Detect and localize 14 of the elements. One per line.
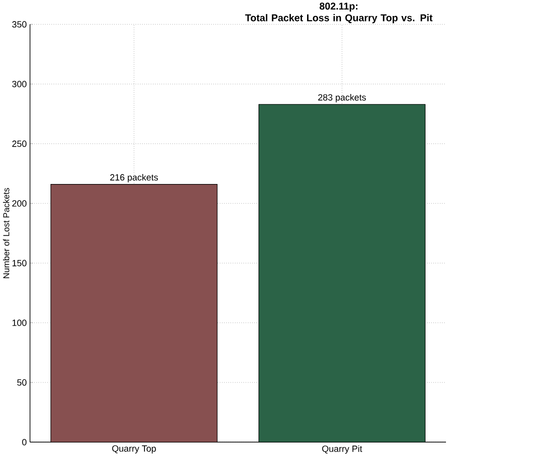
y-tick-label: 150 <box>12 260 26 267</box>
y-tick-label: 300 <box>12 81 26 88</box>
y-tick-label: 200 <box>12 200 26 207</box>
data-label: 216 packets <box>110 174 158 183</box>
y-tick-label: 250 <box>12 140 26 148</box>
chart-title: 802.11p: Total Packet Loss in Quarry Top vs. Pit <box>245 2 433 24</box>
y-axis-title: Number of Lost Packets <box>2 188 10 278</box>
y-tick-label: 350 <box>12 21 26 28</box>
x-tick-label: Quarry Pit <box>322 446 362 454</box>
data-label: 283 packets <box>318 94 366 103</box>
y-tick-label: 100 <box>12 320 26 326</box>
y-tick-label: 50 <box>17 380 26 386</box>
y-tick-label: 0 <box>22 439 26 446</box>
x-tick-label: Quarry Top <box>112 446 156 454</box>
